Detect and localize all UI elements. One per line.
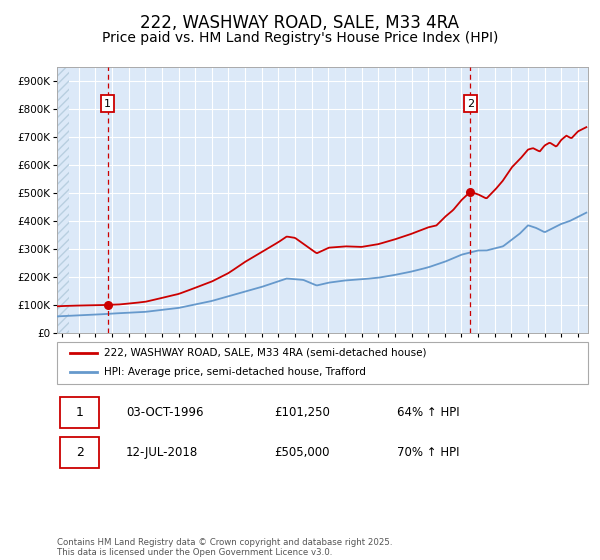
Text: 2: 2 (76, 446, 83, 459)
Text: 222, WASHWAY ROAD, SALE, M33 4RA: 222, WASHWAY ROAD, SALE, M33 4RA (140, 14, 460, 32)
Text: 1: 1 (104, 99, 111, 109)
Text: £101,250: £101,250 (275, 406, 331, 419)
Text: 1: 1 (76, 406, 83, 419)
Text: 222, WASHWAY ROAD, SALE, M33 4RA (semi-detached house): 222, WASHWAY ROAD, SALE, M33 4RA (semi-d… (104, 348, 426, 358)
FancyBboxPatch shape (59, 397, 100, 428)
Text: £505,000: £505,000 (275, 446, 330, 459)
Text: Price paid vs. HM Land Registry's House Price Index (HPI): Price paid vs. HM Land Registry's House … (102, 31, 498, 45)
Text: 03-OCT-1996: 03-OCT-1996 (126, 406, 203, 419)
Text: 64% ↑ HPI: 64% ↑ HPI (397, 406, 460, 419)
FancyBboxPatch shape (59, 437, 100, 468)
Text: HPI: Average price, semi-detached house, Trafford: HPI: Average price, semi-detached house,… (104, 367, 365, 377)
Text: 70% ↑ HPI: 70% ↑ HPI (397, 446, 460, 459)
Text: 12-JUL-2018: 12-JUL-2018 (126, 446, 198, 459)
FancyBboxPatch shape (57, 342, 588, 384)
Text: 2: 2 (467, 99, 474, 109)
Text: Contains HM Land Registry data © Crown copyright and database right 2025.
This d: Contains HM Land Registry data © Crown c… (57, 538, 392, 557)
